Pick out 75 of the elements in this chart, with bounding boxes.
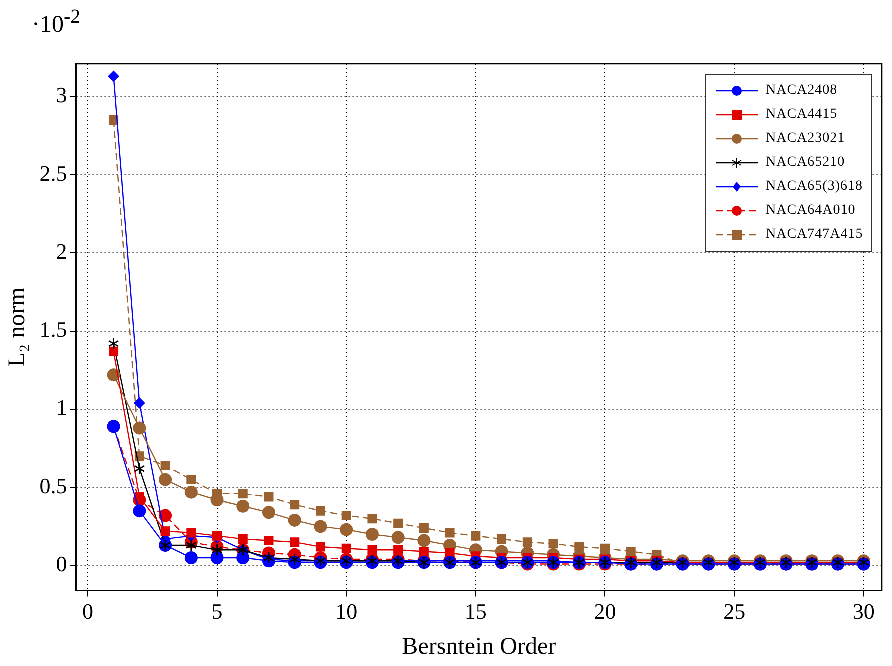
point xyxy=(186,540,197,551)
point xyxy=(210,551,224,564)
point xyxy=(290,500,300,510)
point xyxy=(314,520,328,534)
point xyxy=(522,538,532,548)
point xyxy=(264,492,274,502)
point xyxy=(316,542,326,552)
point xyxy=(134,463,145,474)
point xyxy=(264,536,274,546)
point xyxy=(236,500,250,513)
point xyxy=(133,422,146,435)
y-tick-label: 2.5 xyxy=(40,160,68,186)
point xyxy=(236,551,250,564)
y-tick-label: 3 xyxy=(56,82,68,108)
text: ·10$^{-2}$ xyxy=(32,6,81,39)
y-tick-label: 1.5 xyxy=(40,317,68,342)
x-axis-title: Bersntein Order xyxy=(402,634,556,660)
point xyxy=(368,545,378,555)
point xyxy=(340,523,354,536)
point xyxy=(418,534,431,548)
point xyxy=(109,346,119,356)
y-tick-label: 0 xyxy=(56,552,68,577)
point xyxy=(186,475,196,485)
x-tick-label: 25 xyxy=(724,598,746,624)
point xyxy=(445,528,455,538)
point xyxy=(392,531,405,544)
legend-label: NACA2408 xyxy=(766,83,838,99)
point xyxy=(262,506,276,520)
point xyxy=(159,509,172,522)
point xyxy=(212,544,222,556)
y-tick-label: 1 xyxy=(56,395,68,420)
legend-label: NACA23021 xyxy=(766,131,846,147)
point xyxy=(548,539,558,549)
y-tick-label: 2 xyxy=(56,238,68,264)
point xyxy=(288,514,302,527)
legend-label: NACA65(3)618 xyxy=(766,179,863,195)
point xyxy=(394,518,404,528)
point xyxy=(368,514,378,524)
point xyxy=(316,506,326,516)
point xyxy=(159,473,172,486)
point xyxy=(108,338,119,350)
legend-label: NACA747A415 xyxy=(766,227,864,243)
point xyxy=(107,368,120,382)
legend-label: NACA65210 xyxy=(766,155,846,171)
point xyxy=(366,528,379,542)
point xyxy=(134,398,146,409)
x-tick-label: 0 xyxy=(82,598,94,624)
point xyxy=(160,526,170,536)
y-tick-label: 0.5 xyxy=(40,473,68,498)
x-tick-label: 15 xyxy=(464,598,487,624)
x-tick-label: 5 xyxy=(212,598,223,624)
point xyxy=(471,531,481,541)
point xyxy=(342,511,352,521)
legend-label: NACA4415 xyxy=(766,107,838,123)
point xyxy=(497,534,507,544)
y-axis-title: L₂ norm xyxy=(4,287,31,368)
point xyxy=(210,494,224,507)
point xyxy=(342,544,352,554)
point xyxy=(160,461,170,470)
point xyxy=(419,524,429,534)
point xyxy=(212,531,222,541)
x-tick-label: 20 xyxy=(594,598,616,624)
point xyxy=(184,551,198,564)
point xyxy=(394,545,404,555)
x-tick-label: 10 xyxy=(336,598,358,624)
point xyxy=(108,71,120,82)
point xyxy=(238,489,248,499)
legend-label: NACA64A010 xyxy=(766,203,856,219)
point xyxy=(290,538,300,548)
point xyxy=(133,504,146,518)
x-tick-label: 30 xyxy=(852,598,875,624)
point xyxy=(186,528,196,538)
point xyxy=(184,486,198,499)
point xyxy=(419,546,429,556)
point xyxy=(238,534,248,544)
